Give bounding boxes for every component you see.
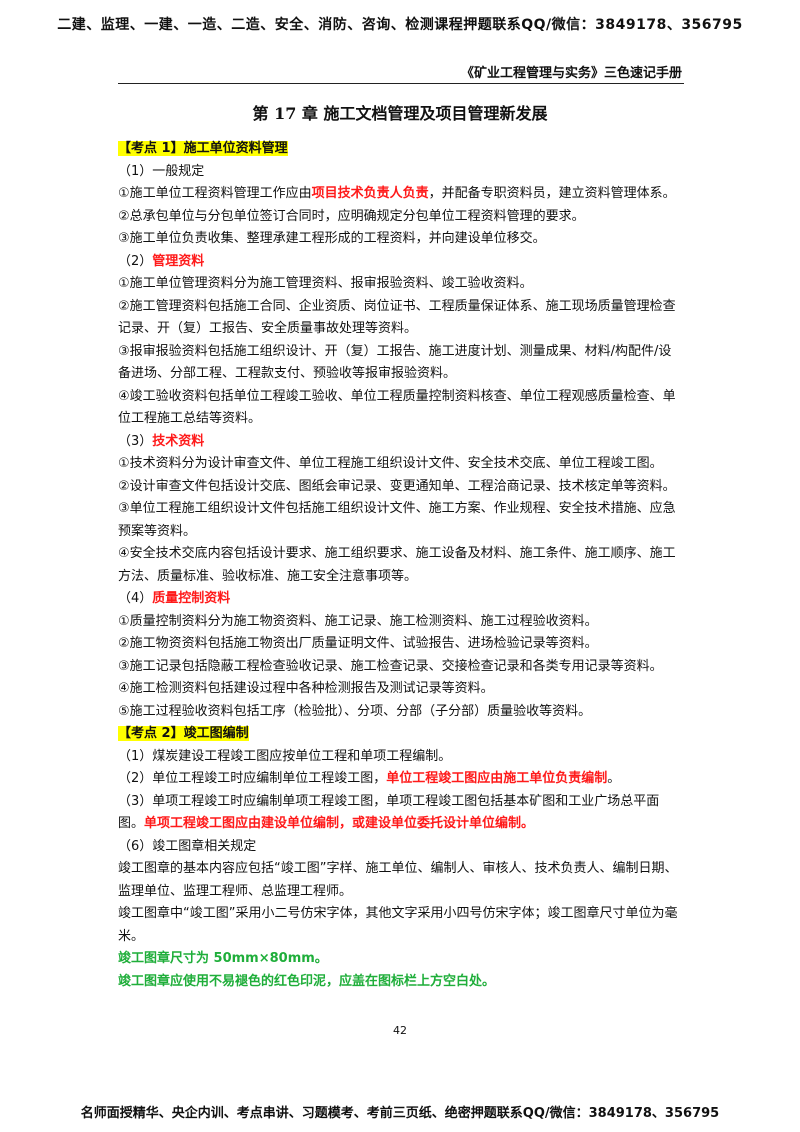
paragraph: ④安全技术交底内容包括设计要求、施工组织要求、施工设备及材料、施工条件、施工顺序… [118,546,676,584]
red-emphasis: 单项工程竣工图应由建设单位编制，或建设单位委托设计单位编制。 [144,816,535,831]
header-divider [118,83,684,84]
subheading-general: （1）一般规定 [118,163,205,179]
paragraph: ③施工单位负责收集、整理承建工程形成的工程资料，并向建设单位移交。 [118,231,546,246]
paragraph: ②施工管理资料包括施工合同、企业资质、岗位证书、工程质量保证体系、施工现场质量管… [118,298,676,337]
red-emphasis: 项目技术负责人负责 [311,186,429,201]
subheading-management: （2）管理资料 [118,253,205,269]
paragraph: ①施工单位管理资料分为施工管理资料、报审报验资料、竣工验收资料。 [118,276,533,291]
red-emphasis: 单位工程竣工图应由施工单位负责编制 [386,771,608,786]
page-number: 42 [393,1024,407,1037]
chapter-title: 第 17 章 施工文档管理及项目管理新发展 [252,104,548,123]
paragraph: （3）单项工程竣工时应编制单项工程竣工图，单项工程竣工图包括基本矿图和工业广场总… [118,793,660,832]
green-emphasis: 竣工图章尺寸为 50mm×80mm。 [118,951,328,966]
top-contact-banner: 二建、监理、一建、一造、二造、安全、消防、咨询、检测课程押题联系QQ/微信：38… [57,17,743,33]
paragraph: （6）竣工图章相关规定 [118,838,257,854]
paragraph: 竣工图章的基本内容应包括“竣工图”字样、施工单位、编制人、审核人、技术负责人、编… [118,861,678,899]
subheading-technical: （3）技术资料 [118,433,205,449]
paragraph: ④施工检测资料包括建设过程中各种检测报告及测试记录等资料。 [118,681,494,696]
paragraph: （2）单位工程竣工时应编制单位工程竣工图，单位工程竣工图应由施工单位负责编制。 [118,771,621,786]
section-heading-1: 【考点 1】施工单位资料管理 [118,141,288,156]
section-heading-2: 【考点 2】竣工图编制 [118,726,249,741]
paragraph: ①质量控制资料分为施工物资资料、施工记录、施工检测资料、施工过程验收资料。 [118,613,598,629]
paragraph: ①施工单位工程资料管理工作应由项目技术负责人负责，并配备专职资料员，建立资料管理… [118,186,676,201]
subheading-quality: （4）质量控制资料 [118,591,231,606]
paragraph: ③施工记录包括隐蔽工程检查验收记录、施工检查记录、交接检查记录和各类专用记录等资… [118,658,663,674]
book-title: 《矿业工程管理与实务》三色速记手册 [460,66,682,81]
paragraph: 竣工图章中“竣工图”采用小二号仿宋字体，其他文字采用小四号仿宋字体；竣工图章尺寸… [118,906,678,944]
paragraph: ②总承包单位与分包单位签订合同时，应明确规定分包单位工程资料管理的要求。 [118,208,585,224]
page-content: 【考点 1】施工单位资料管理 （1）一般规定 ①施工单位工程资料管理工作应由项目… [118,138,684,993]
paragraph: ②设计审查文件包括设计交底、图纸会审记录、变更通知单、工程洽商记录、技术核定单等… [118,478,676,494]
paragraph: ③单位工程施工组织设计文件包括施工组织设计文件、施工方案、作业规程、安全技术措施… [118,501,676,539]
green-emphasis: 竣工图章应使用不易褪色的红色印泥，应盖在图标栏上方空白处。 [118,973,496,989]
paragraph: ④竣工验收资料包括单位工程竣工验收、单位工程质量控制资料核查、单位工程观感质量检… [118,388,676,427]
paragraph: ③报审报验资料包括施工组织设计、开（复）工报告、施工进度计划、测量成果、材料/构… [118,343,672,382]
paragraph: ⑤施工过程验收资料包括工序（检验批）、分项、分部（子分部）质量验收等资料。 [118,703,592,719]
paragraph: ②施工物资资料包括施工物资出厂质量证明文件、试验报告、进场检验记录等资料。 [118,636,598,651]
paragraph: （1）煤炭建设工程竣工图应按单位工程和单项工程编制。 [118,748,452,764]
paragraph: ①技术资料分为设计审查文件、单位工程施工组织设计文件、安全技术交底、单位工程竣工… [118,456,663,471]
bottom-contact-banner: 名师面授精华、央企内训、考点串讲、习题模考、考前三页纸、绝密押题联系QQ/微信：… [80,1106,720,1121]
